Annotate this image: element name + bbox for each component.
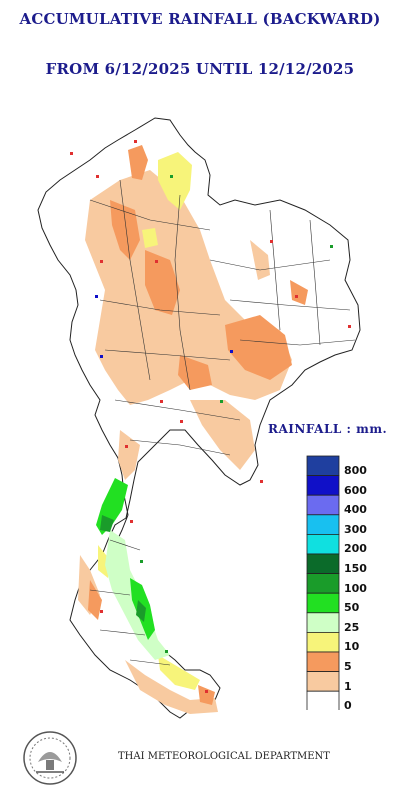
legend-swatch-100 <box>306 573 340 594</box>
legend-value-5: 5 <box>344 660 352 673</box>
legend-value-100: 100 <box>344 581 367 595</box>
map-title: ACCUMULATIVE RAINFALL (BACKWARD) <box>19 10 381 28</box>
rain-10mm-areas <box>98 152 200 690</box>
legend-swatch-800 <box>306 455 340 477</box>
legend-swatch-400 <box>306 494 340 516</box>
legend-swatch-50 <box>306 592 340 614</box>
legend-value-0: 0 <box>344 699 352 713</box>
legend-value-800: 800 <box>344 464 367 477</box>
legend-value-400: 400 <box>344 503 367 517</box>
footer-agency: THAI METEOROLOGICAL DEPARTMENT <box>118 751 330 762</box>
tmd-seal-icon <box>23 731 77 785</box>
rain-5mm-areas <box>88 145 308 705</box>
legend-swatch-200 <box>306 534 340 555</box>
station-markers <box>70 140 351 693</box>
legend-swatch-600 <box>306 475 340 496</box>
legend-value-300: 300 <box>344 522 367 536</box>
rainfall-legend <box>306 455 340 710</box>
legend-title: RAINFALL : mm. <box>268 422 388 436</box>
legend-value-50: 50 <box>344 601 360 615</box>
rain-100mm-areas <box>100 515 146 622</box>
date-range: FROM 6/12/2025 UNTIL 12/12/2025 <box>45 60 355 78</box>
legend-swatch-0 <box>306 690 340 710</box>
legend-value-25: 25 <box>344 620 360 634</box>
legend-value-200: 200 <box>344 542 367 556</box>
legend-swatch-5 <box>306 651 340 673</box>
province-borders <box>89 179 356 666</box>
legend-swatch-300 <box>306 514 340 535</box>
thailand-rainfall-map <box>37 117 361 719</box>
legend-swatch-1 <box>306 671 340 692</box>
legend-value-10: 10 <box>344 640 360 654</box>
legend-swatch-150 <box>306 553 340 575</box>
legend-swatch-10 <box>306 631 340 653</box>
legend-value-600: 600 <box>344 483 367 497</box>
legend-swatch-25 <box>306 612 340 633</box>
legend-value-1: 1 <box>344 679 352 693</box>
legend-value-150: 150 <box>344 562 367 575</box>
